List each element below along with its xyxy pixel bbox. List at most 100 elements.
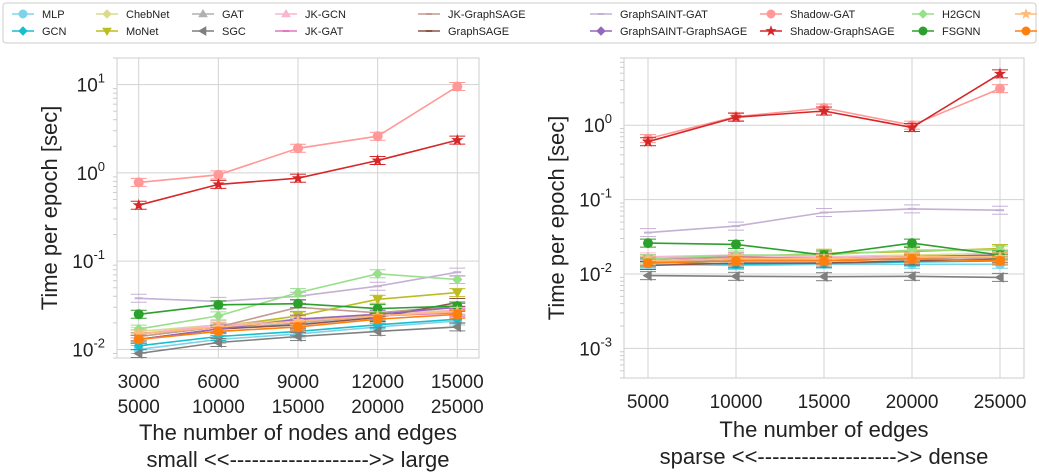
legend-item-jk-gcn: JK-GCN: [275, 9, 346, 21]
data-point: [995, 83, 1005, 94]
legend-label: JK-GCN: [305, 9, 346, 21]
legend-label: GAT: [222, 9, 244, 21]
legend-item-graphsaint-gat: GraphSAINT-GAT: [590, 9, 708, 21]
y-tick-label: 100: [584, 111, 612, 137]
legend-marker-gat: [198, 9, 208, 18]
series-h2gcn: [130, 268, 466, 335]
series-linkx: [640, 253, 1008, 269]
legend-label: GCN: [42, 26, 67, 38]
data-point: [905, 121, 919, 133]
series-shadow-gat: [130, 81, 466, 188]
legend-marker-fsgnn: [918, 26, 928, 36]
y-axis-label: Time per epoch [sec]: [544, 116, 569, 321]
x-tick-label-secondary: 25000: [431, 397, 484, 418]
legend-frame: [2, 2, 1037, 44]
legend-item-graphsaint-graphsage: GraphSAINT-GraphSAGE: [590, 26, 747, 38]
series-fsgnn: [130, 298, 466, 320]
data-point: [819, 255, 829, 266]
data-point: [213, 310, 224, 322]
x-tick-label: 6000: [197, 372, 239, 393]
data-point: [730, 270, 740, 282]
data-point: [132, 198, 145, 211]
legend-marker-graphsaint-graphsage: [596, 26, 606, 36]
data-point: [371, 154, 384, 166]
data-point: [642, 270, 652, 282]
series-linkx: [130, 309, 466, 345]
y-tick-label: 10-2: [579, 260, 612, 286]
x-axis-label: The number of nodes and edges: [139, 420, 457, 445]
data-point: [641, 135, 655, 147]
legend-label: GraphSAINT-GAT: [620, 9, 708, 21]
legend-label: Shadow-GraphSAGE: [790, 26, 895, 38]
legend-item-chebnet: ChebNet: [96, 9, 169, 21]
legend-item-gcn: GCN: [12, 26, 67, 38]
data-point: [372, 268, 383, 279]
data-point: [643, 238, 653, 249]
x-axis-sublabel: sparse <<------------------->> dense: [660, 444, 989, 469]
data-point: [133, 177, 144, 188]
legend-item-mlp: MLP: [12, 9, 65, 21]
chart-right: 10-3 10-2 10-1 100 5000 10000 15000 20000 25000 T…: [544, 57, 1027, 469]
legend-label: H2GCN: [942, 9, 981, 21]
data-point: [451, 288, 463, 299]
legend-marker-gprgnn: [1020, 8, 1032, 19]
data-point: [731, 239, 741, 250]
x-tick-label-secondary: 5000: [118, 397, 160, 418]
legend-marker-monet: [102, 27, 112, 36]
legend-marker-shadow-graphsage: [765, 25, 777, 36]
y-tick-label: 10-1: [72, 247, 105, 273]
data-point: [817, 104, 831, 117]
legend-label: FSGNN: [942, 26, 981, 38]
legend-label: GraphSAINT-GraphSAGE: [620, 26, 747, 38]
legend-label: Shadow-GAT: [790, 9, 855, 21]
data-point: [212, 178, 225, 190]
x-tick-label: 15000: [798, 392, 851, 413]
x-tick-label: 9000: [277, 372, 319, 393]
y-axis-label: Time per epoch [sec]: [37, 106, 62, 311]
legend-item-gat: GAT: [192, 9, 244, 21]
data-point: [995, 255, 1005, 266]
x-axis-label: The number of edges: [719, 417, 928, 442]
y-tick-label: 10-2: [72, 335, 105, 361]
data-point: [993, 67, 1007, 79]
legend-label: MLP: [42, 9, 65, 21]
legend-item-shadow-graphsage: Shadow-GraphSAGE: [760, 25, 895, 38]
series-graphsaint-gat: [640, 204, 1008, 238]
series-shadow-graphsage: [130, 133, 466, 211]
chart-left: 10-2 10-1 100 101 3000 5000 6000 10000 9000 15000…: [37, 57, 484, 472]
data-point: [292, 287, 304, 298]
y-tick-label: 10-1: [579, 186, 612, 212]
data-point: [293, 143, 303, 154]
data-point: [372, 326, 382, 337]
data-point: [293, 321, 303, 332]
x-tick-label: 12000: [351, 372, 404, 393]
legend-item-gprgnn: GPRGNN: [1015, 8, 1037, 19]
x-tick-label: 25000: [974, 392, 1027, 413]
data-point: [372, 314, 383, 325]
y-tick-label: 100: [77, 159, 105, 185]
legend-item-jk-gat: JK-GAT: [275, 26, 344, 38]
data-point: [729, 110, 743, 123]
data-point: [643, 258, 653, 269]
data-point: [451, 133, 464, 146]
legend-marker-shadow-gat: [766, 9, 776, 19]
x-tick-label: 5000: [627, 392, 669, 413]
legend-label: JK-GraphSAGE: [448, 9, 526, 21]
data-point: [452, 309, 463, 320]
legend-item-monet: MoNet: [96, 26, 158, 38]
legend-marker-linkx: [1021, 26, 1031, 36]
data-point: [292, 331, 302, 342]
y-tick-label: 101: [77, 71, 105, 97]
data-point: [907, 238, 917, 249]
data-point: [372, 295, 384, 305]
data-point: [906, 270, 916, 282]
legend-marker-h2gcn: [918, 9, 928, 19]
legend-marker-gcn: [18, 26, 28, 36]
data-point: [213, 169, 224, 180]
x-tick-label-secondary: 20000: [351, 397, 404, 418]
data-point: [372, 131, 383, 142]
series-sgc: [640, 270, 1008, 283]
series-shadow-graphsage: [640, 67, 1008, 147]
legend-label: MoNet: [126, 26, 158, 38]
